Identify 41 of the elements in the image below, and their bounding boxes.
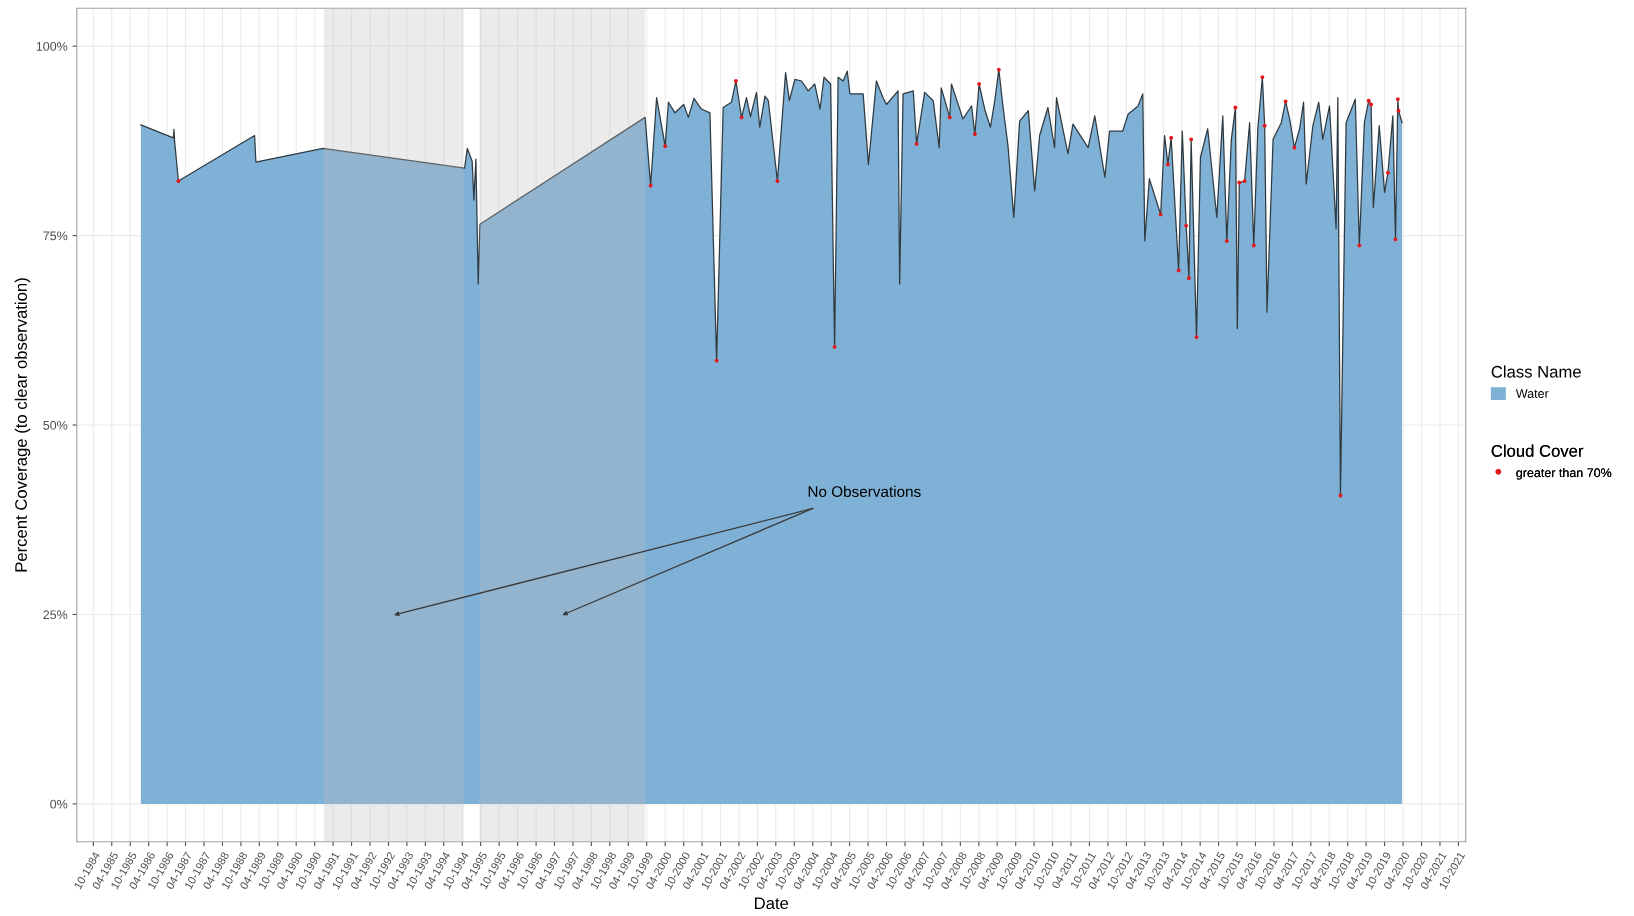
point [1366, 98, 1371, 103]
point [1158, 212, 1163, 217]
y-tick-label: 100% [36, 41, 68, 51]
legend-label: greater than 70% [1516, 467, 1612, 480]
point [1395, 97, 1400, 102]
point [1292, 145, 1297, 150]
point [1242, 179, 1247, 183]
point [947, 115, 952, 120]
point [1357, 243, 1362, 248]
y-axis-title: Percent Coverage (to clear observation) [14, 278, 31, 572]
point [972, 132, 977, 136]
point [977, 82, 982, 86]
point [1189, 137, 1194, 142]
point [714, 358, 719, 363]
point [1169, 135, 1174, 140]
point [1165, 162, 1170, 167]
point [1369, 102, 1374, 107]
point [1186, 276, 1191, 280]
annotation: No Observations [808, 485, 921, 498]
text: Class Name [1491, 365, 1581, 378]
y-tick-label: 75% [43, 231, 68, 241]
point [832, 345, 837, 349]
point [914, 141, 919, 146]
x-axis-title: Date [755, 897, 789, 910]
point [1224, 238, 1229, 243]
point [996, 67, 1001, 72]
point [176, 179, 181, 183]
point [663, 144, 668, 149]
y-tick-label: 50% [43, 420, 68, 430]
point [733, 79, 738, 83]
point [1184, 223, 1189, 228]
point [1385, 170, 1390, 175]
y-tick-label: 0% [50, 799, 68, 809]
point [775, 179, 780, 183]
point [1194, 335, 1199, 340]
text: Cloud Cover [1491, 444, 1584, 457]
y-tick-label: 25% [43, 610, 68, 620]
point [1262, 123, 1267, 128]
point [1176, 268, 1181, 273]
legend-label: Water [1515, 389, 1549, 398]
point [1260, 75, 1265, 80]
